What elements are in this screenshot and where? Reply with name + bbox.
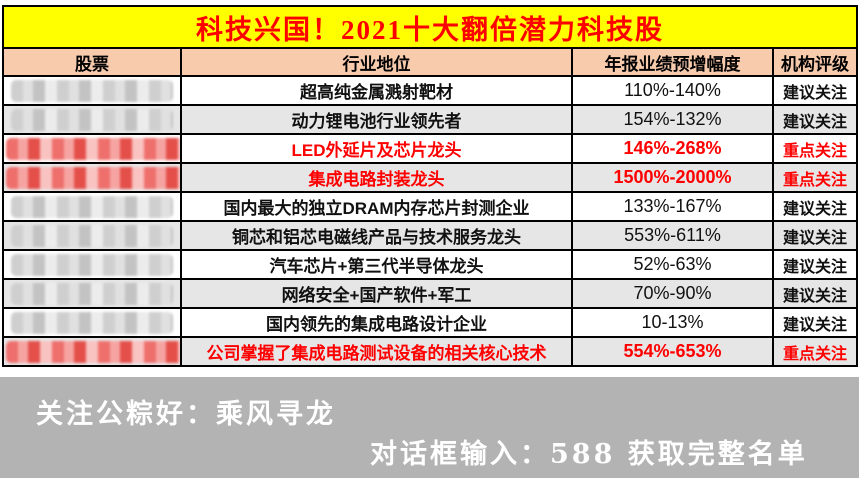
stock-table: 科技兴国！2021十大翻倍潜力科技股 股票 行业地位 年报业绩预增幅度 机构评级… [2, 5, 858, 367]
industry-cell: 网络安全+国产软件+军工 [180, 278, 573, 309]
table-row: 汽车芯片+第三代半导体龙头 52%-63% 建议关注 [2, 249, 858, 280]
page-title: 科技兴国！2021十大翻倍潜力科技股 [2, 5, 858, 49]
stock-cell [2, 249, 182, 280]
rating-cell: 建议关注 [772, 278, 858, 309]
rating-cell: 建议关注 [772, 249, 858, 280]
redaction-blur [6, 137, 179, 160]
redaction-blur [11, 79, 173, 102]
forecast-cell: 52%-63% [571, 249, 774, 280]
industry-cell: 国内最大的独立DRAM内存芯片封测企业 [180, 191, 573, 222]
table-header-row: 股票 行业地位 年报业绩预增幅度 机构评级 [2, 47, 858, 77]
industry-cell: 公司掌握了集成电路测试设备的相关核心技术 [180, 336, 573, 367]
table-row: 网络安全+国产软件+军工 70%-90% 建议关注 [2, 278, 858, 309]
industry-cell: 超高纯金属溅射靶材 [180, 75, 573, 106]
redaction-blur [11, 282, 173, 305]
rating-cell: 重点关注 [772, 133, 858, 164]
table-row: 铜芯和铝芯电磁线产品与技术服务龙头 553%-611% 建议关注 [2, 220, 858, 251]
stock-cell [2, 336, 182, 367]
rating-cell: 建议关注 [772, 307, 858, 338]
redaction-blur [11, 253, 173, 276]
stock-cell [2, 104, 182, 135]
industry-cell: 国内领先的集成电路设计企业 [180, 307, 573, 338]
redaction-blur [11, 108, 173, 131]
redaction-blur [6, 166, 179, 189]
column-header-rating: 机构评级 [772, 47, 858, 77]
column-header-stock: 股票 [2, 47, 182, 77]
forecast-cell: 133%-167% [571, 191, 774, 222]
table-row: 动力锂电池行业领先者 154%-132% 建议关注 [2, 104, 858, 135]
title-row: 科技兴国！2021十大翻倍潜力科技股 [2, 5, 858, 49]
table-row: LED外延片及芯片龙头 146%-268% 重点关注 [2, 133, 858, 164]
stock-cell [2, 307, 182, 338]
redaction-blur [6, 340, 179, 363]
column-header-forecast: 年报业绩预增幅度 [571, 47, 774, 77]
forecast-cell: 10-13% [571, 307, 774, 338]
watermark-line-2: 对话框输入：588 获取完整名单 [370, 439, 808, 470]
rating-cell: 建议关注 [772, 75, 858, 106]
rating-cell: 建议关注 [772, 220, 858, 251]
forecast-cell: 70%-90% [571, 278, 774, 309]
table-row: 公司掌握了集成电路测试设备的相关核心技术 554%-653% 重点关注 [2, 336, 858, 367]
table-row: 超高纯金属溅射靶材 110%-140% 建议关注 [2, 75, 858, 106]
rating-cell: 重点关注 [772, 162, 858, 193]
industry-cell: 汽车芯片+第三代半导体龙头 [180, 249, 573, 280]
stock-cell [2, 162, 182, 193]
forecast-cell: 146%-268% [571, 133, 774, 164]
stock-cell [2, 278, 182, 309]
forecast-cell: 553%-611% [571, 220, 774, 251]
redaction-blur [11, 311, 173, 334]
stock-cell [2, 133, 182, 164]
industry-cell: 集成电路封装龙头 [180, 162, 573, 193]
forecast-cell: 110%-140% [571, 75, 774, 106]
industry-cell: 铜芯和铝芯电磁线产品与技术服务龙头 [180, 220, 573, 251]
forecast-cell: 554%-653% [571, 336, 774, 367]
footer-gray-band [0, 377, 859, 478]
rating-cell: 重点关注 [772, 336, 858, 367]
forecast-cell: 154%-132% [571, 104, 774, 135]
redaction-blur [11, 224, 173, 247]
column-header-industry: 行业地位 [180, 47, 573, 77]
rating-cell: 建议关注 [772, 104, 858, 135]
industry-cell: 动力锂电池行业领先者 [180, 104, 573, 135]
redaction-blur [11, 195, 173, 218]
table-row: 集成电路封装龙头 1500%-2000% 重点关注 [2, 162, 858, 193]
stock-cell [2, 75, 182, 106]
stock-cell [2, 191, 182, 222]
watermark-line-1: 关注公粽好：乘风寻龙 [36, 399, 336, 430]
table-row: 国内领先的集成电路设计企业 10-13% 建议关注 [2, 307, 858, 338]
forecast-cell: 1500%-2000% [571, 162, 774, 193]
stock-cell [2, 220, 182, 251]
table-row: 国内最大的独立DRAM内存芯片封测企业 133%-167% 建议关注 [2, 191, 858, 222]
industry-cell: LED外延片及芯片龙头 [180, 133, 573, 164]
rating-cell: 建议关注 [772, 191, 858, 222]
